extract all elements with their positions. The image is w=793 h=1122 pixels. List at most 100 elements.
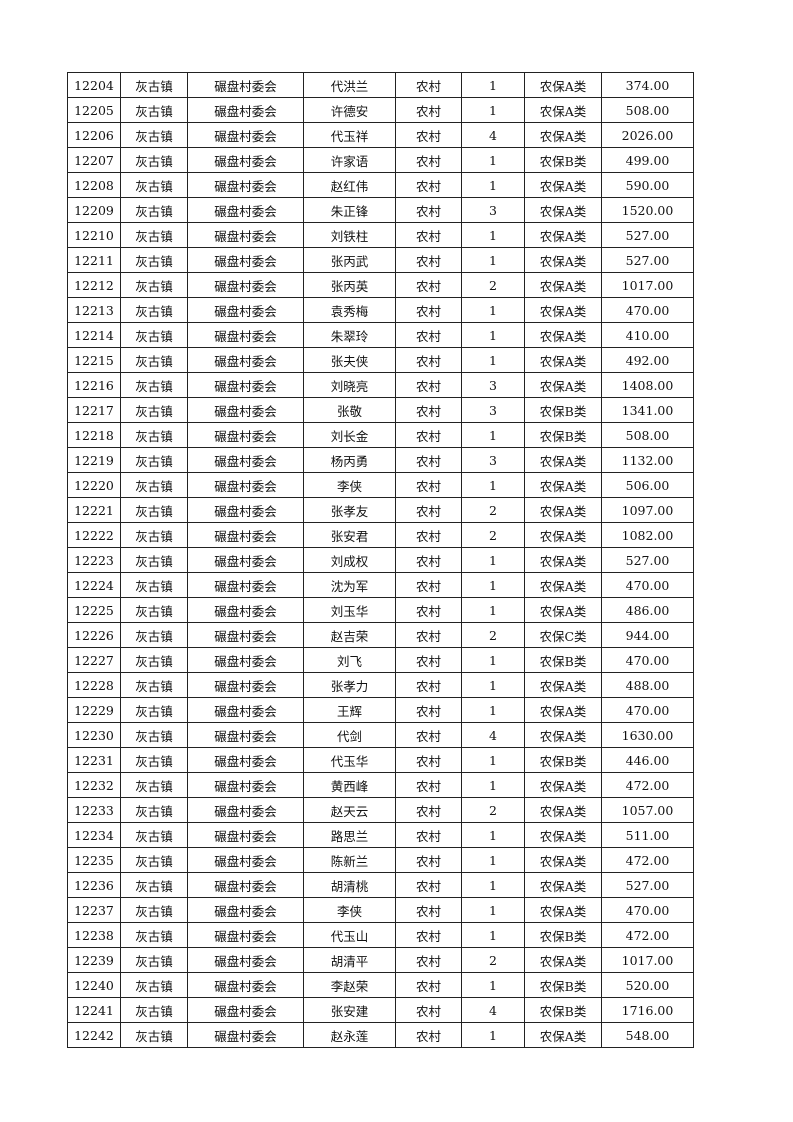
village-cell: 碾盘村委会 bbox=[187, 572, 304, 598]
area-type-cell: 农村 bbox=[395, 947, 462, 973]
village-cell: 碾盘村委会 bbox=[187, 497, 304, 523]
count-cell: 1 bbox=[461, 672, 525, 698]
amount-cell: 446.00 bbox=[601, 747, 694, 773]
count-cell: 3 bbox=[461, 372, 525, 398]
count-cell: 1 bbox=[461, 822, 525, 848]
amount-cell: 1630.00 bbox=[601, 722, 694, 748]
area-type-cell: 农村 bbox=[395, 547, 462, 573]
table-row: 12210 灰古镇 碾盘村委会 刘铁柱 农村 1 农保A类 527.00 bbox=[67, 222, 694, 248]
town-cell: 灰古镇 bbox=[120, 947, 188, 973]
id-cell: 12217 bbox=[67, 397, 121, 423]
count-cell: 1 bbox=[461, 572, 525, 598]
id-cell: 12219 bbox=[67, 447, 121, 473]
village-cell: 碾盘村委会 bbox=[187, 597, 304, 623]
area-type-cell: 农村 bbox=[395, 197, 462, 223]
name-cell: 代玉华 bbox=[303, 747, 396, 773]
count-cell: 1 bbox=[461, 697, 525, 723]
village-cell: 碾盘村委会 bbox=[187, 447, 304, 473]
category-cell: 农保B类 bbox=[524, 972, 602, 998]
amount-cell: 520.00 bbox=[601, 972, 694, 998]
table-row: 12232 灰古镇 碾盘村委会 黄西峰 农村 1 农保A类 472.00 bbox=[67, 772, 694, 798]
village-cell: 碾盘村委会 bbox=[187, 422, 304, 448]
count-cell: 1 bbox=[461, 147, 525, 173]
category-cell: 农保B类 bbox=[524, 747, 602, 773]
amount-cell: 527.00 bbox=[601, 222, 694, 248]
area-type-cell: 农村 bbox=[395, 972, 462, 998]
village-cell: 碾盘村委会 bbox=[187, 522, 304, 548]
table-row: 12213 灰古镇 碾盘村委会 袁秀梅 农村 1 农保A类 470.00 bbox=[67, 297, 694, 323]
amount-cell: 527.00 bbox=[601, 247, 694, 273]
town-cell: 灰古镇 bbox=[120, 197, 188, 223]
town-cell: 灰古镇 bbox=[120, 772, 188, 798]
count-cell: 1 bbox=[461, 297, 525, 323]
name-cell: 刘玉华 bbox=[303, 597, 396, 623]
town-cell: 灰古镇 bbox=[120, 372, 188, 398]
area-type-cell: 农村 bbox=[395, 722, 462, 748]
name-cell: 胡清桃 bbox=[303, 872, 396, 898]
amount-cell: 944.00 bbox=[601, 622, 694, 648]
village-cell: 碾盘村委会 bbox=[187, 122, 304, 148]
count-cell: 1 bbox=[461, 97, 525, 123]
id-cell: 12213 bbox=[67, 297, 121, 323]
id-cell: 12228 bbox=[67, 672, 121, 698]
table-row: 12240 灰古镇 碾盘村委会 李赵荣 农村 1 农保B类 520.00 bbox=[67, 972, 694, 998]
name-cell: 许德安 bbox=[303, 97, 396, 123]
table-row: 12241 灰古镇 碾盘村委会 张安建 农村 4 农保B类 1716.00 bbox=[67, 997, 694, 1023]
count-cell: 1 bbox=[461, 847, 525, 873]
town-cell: 灰古镇 bbox=[120, 397, 188, 423]
category-cell: 农保A类 bbox=[524, 272, 602, 298]
town-cell: 灰古镇 bbox=[120, 722, 188, 748]
village-cell: 碾盘村委会 bbox=[187, 247, 304, 273]
count-cell: 1 bbox=[461, 72, 525, 98]
area-type-cell: 农村 bbox=[395, 497, 462, 523]
table-row: 12219 灰古镇 碾盘村委会 杨丙勇 农村 3 农保A类 1132.00 bbox=[67, 447, 694, 473]
village-cell: 碾盘村委会 bbox=[187, 897, 304, 923]
table-row: 12223 灰古镇 碾盘村委会 刘成权 农村 1 农保A类 527.00 bbox=[67, 547, 694, 573]
town-cell: 灰古镇 bbox=[120, 447, 188, 473]
area-type-cell: 农村 bbox=[395, 447, 462, 473]
amount-cell: 508.00 bbox=[601, 97, 694, 123]
town-cell: 灰古镇 bbox=[120, 922, 188, 948]
category-cell: 农保A类 bbox=[524, 522, 602, 548]
count-cell: 1 bbox=[461, 347, 525, 373]
id-cell: 12225 bbox=[67, 597, 121, 623]
category-cell: 农保A类 bbox=[524, 497, 602, 523]
category-cell: 农保B类 bbox=[524, 422, 602, 448]
category-cell: 农保A类 bbox=[524, 1022, 602, 1048]
table-row: 12208 灰古镇 碾盘村委会 赵红伟 农村 1 农保A类 590.00 bbox=[67, 172, 694, 198]
amount-cell: 499.00 bbox=[601, 147, 694, 173]
village-cell: 碾盘村委会 bbox=[187, 722, 304, 748]
town-cell: 灰古镇 bbox=[120, 247, 188, 273]
town-cell: 灰古镇 bbox=[120, 572, 188, 598]
category-cell: 农保A类 bbox=[524, 772, 602, 798]
name-cell: 代洪兰 bbox=[303, 72, 396, 98]
name-cell: 杨丙勇 bbox=[303, 447, 396, 473]
table-row: 12218 灰古镇 碾盘村委会 刘长金 农村 1 农保B类 508.00 bbox=[67, 422, 694, 448]
count-cell: 1 bbox=[461, 472, 525, 498]
id-cell: 12211 bbox=[67, 247, 121, 273]
amount-cell: 1017.00 bbox=[601, 947, 694, 973]
table-row: 12212 灰古镇 碾盘村委会 张丙英 农村 2 农保A类 1017.00 bbox=[67, 272, 694, 298]
town-cell: 灰古镇 bbox=[120, 222, 188, 248]
table-row: 12207 灰古镇 碾盘村委会 许家语 农村 1 农保B类 499.00 bbox=[67, 147, 694, 173]
amount-cell: 1520.00 bbox=[601, 197, 694, 223]
id-cell: 12214 bbox=[67, 322, 121, 348]
amount-cell: 548.00 bbox=[601, 1022, 694, 1048]
area-type-cell: 农村 bbox=[395, 647, 462, 673]
name-cell: 张安建 bbox=[303, 997, 396, 1023]
id-cell: 12237 bbox=[67, 897, 121, 923]
town-cell: 灰古镇 bbox=[120, 172, 188, 198]
table-row: 12216 灰古镇 碾盘村委会 刘晓亮 农村 3 农保A类 1408.00 bbox=[67, 372, 694, 398]
name-cell: 代剑 bbox=[303, 722, 396, 748]
town-cell: 灰古镇 bbox=[120, 72, 188, 98]
area-type-cell: 农村 bbox=[395, 247, 462, 273]
name-cell: 许家语 bbox=[303, 147, 396, 173]
table-row: 12222 灰古镇 碾盘村委会 张安君 农村 2 农保A类 1082.00 bbox=[67, 522, 694, 548]
table-row: 12224 灰古镇 碾盘村委会 沈为军 农村 1 农保A类 470.00 bbox=[67, 572, 694, 598]
category-cell: 农保A类 bbox=[524, 97, 602, 123]
id-cell: 12240 bbox=[67, 972, 121, 998]
category-cell: 农保C类 bbox=[524, 622, 602, 648]
name-cell: 张敬 bbox=[303, 397, 396, 423]
area-type-cell: 农村 bbox=[395, 72, 462, 98]
area-type-cell: 农村 bbox=[395, 997, 462, 1023]
